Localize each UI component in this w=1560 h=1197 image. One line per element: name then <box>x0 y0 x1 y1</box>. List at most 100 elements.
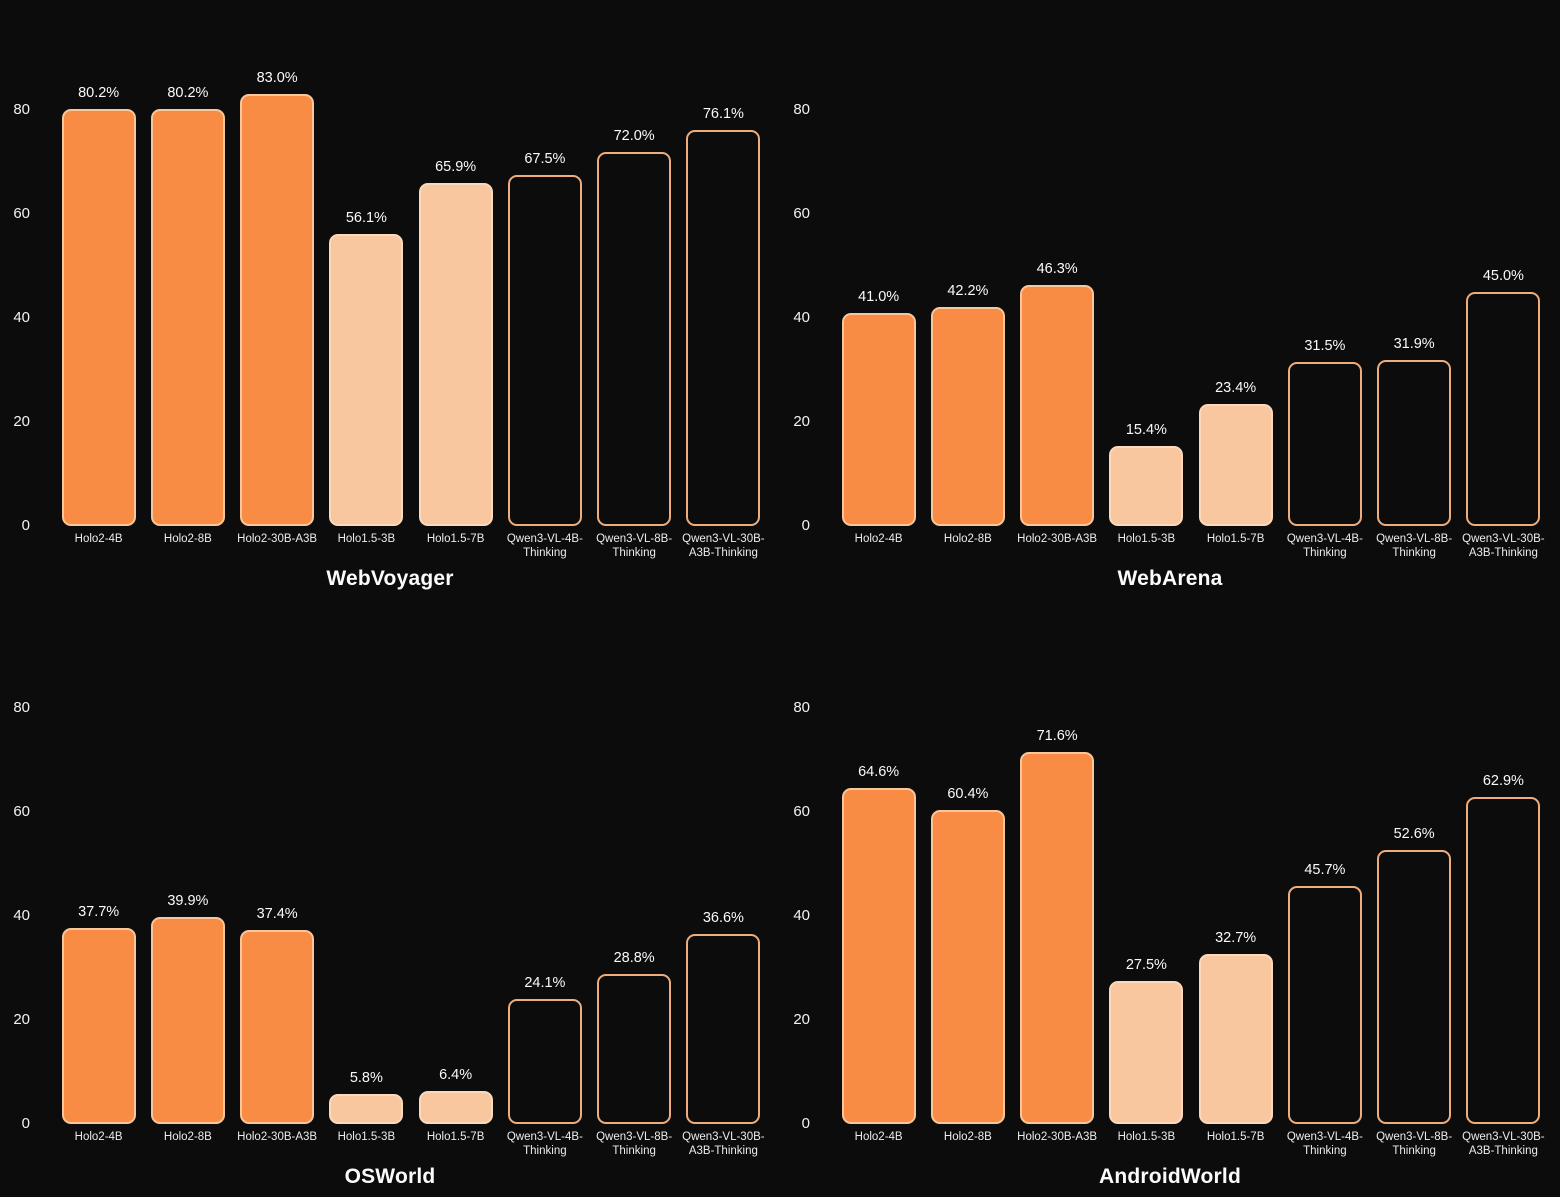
x-axis-labels: Holo2-4B Holo2-8B Holo2-30B-A3B Holo1.5-3B H… <box>54 533 768 560</box>
y-tick-label: 80 <box>13 101 30 118</box>
y-tick-label: 60 <box>13 803 30 820</box>
bar-holo2-30b-a3b <box>240 929 315 1124</box>
bar-value-label: 27.5% <box>1125 957 1167 973</box>
bar-value-label: 32.7% <box>1215 929 1257 946</box>
bar-slot: 32.7% <box>1191 598 1280 1124</box>
x-axis-label: Holo1.5-7B <box>426 533 485 545</box>
bar-holo1-5-7b <box>1198 404 1273 526</box>
y-tick-label: 80 <box>793 699 810 716</box>
bar-slot: 46.3% <box>1013 0 1102 526</box>
chart-title: WebVoyager <box>326 567 454 590</box>
y-tick-label: 40 <box>13 309 30 326</box>
bar-value-label: 62.9% <box>1482 772 1524 789</box>
bar-holo1-5-3b <box>1109 445 1184 526</box>
x-axis-label: Holo1.5-3B <box>1117 533 1176 545</box>
x-axis-label: Holo2-30B-A3B <box>237 1131 318 1143</box>
bar-holo2-8b <box>930 306 1005 526</box>
bar-holo1-5-3b <box>329 1093 404 1124</box>
bar-holo2-4b <box>841 312 916 526</box>
chart-webarena: 0 20 40 60 80 41.0% 42.2% 46.3% 15.4% 23.4% 31.5%… <box>780 0 1560 598</box>
y-tick-label: 0 <box>21 1115 30 1132</box>
y-tick-label: 20 <box>13 413 30 430</box>
bar-value-label: 71.6% <box>1036 727 1078 744</box>
bar-value-label: 80.2% <box>78 84 120 101</box>
x-axis-label: Qwen3-VL-8B- Thinking <box>1376 1131 1453 1157</box>
bar-value-label: 31.9% <box>1393 336 1435 353</box>
bar-value-label: 28.8% <box>613 950 655 967</box>
bar-slot: 60.4% <box>923 598 1012 1124</box>
x-axis-labels: Holo2-4B Holo2-8B Holo2-30B-A3B Holo1.5-3B H… <box>834 533 1548 560</box>
bar-value-label: 37.7% <box>78 903 120 920</box>
y-tick-label: 60 <box>13 205 30 222</box>
bar-slot: 62.9% <box>1459 598 1548 1124</box>
y-tick-label: 20 <box>13 1011 30 1028</box>
chart-osworld: 0 20 40 60 80 37.7% 39.9% 37.4% 5.8% 6.4% 24.1% 28… <box>0 598 780 1197</box>
bar-value-label: 23.4% <box>1215 380 1257 397</box>
x-axis-label: Qwen3-VL-30B- A3B-Thinking <box>682 533 765 559</box>
x-axis-label: Qwen3-VL-4B- Thinking <box>1286 533 1363 559</box>
bar-slot: 45.0% <box>1459 0 1548 526</box>
bar-slot: 5.8% <box>322 598 411 1124</box>
bar-value-label: 80.2% <box>167 84 209 101</box>
bar-value-label: 45.7% <box>1304 862 1346 879</box>
bar-value-label: 65.9% <box>435 159 477 176</box>
x-axis-labels: Holo2-4B Holo2-8B Holo2-30B-A3B Holo1.5-3B H… <box>834 1131 1548 1158</box>
bar-value-label: 56.1% <box>345 210 387 227</box>
bar-slot: 76.1% <box>679 0 768 526</box>
x-axis-label: Holo1.5-7B <box>426 1131 485 1143</box>
bar-slot: 27.5% <box>1102 598 1191 1124</box>
bar-plot: 64.6% 60.4% 71.6% 27.5% 32.7% 45.7% 52.6% 62.9% <box>834 598 1548 1124</box>
y-tick-label: 80 <box>793 101 810 118</box>
bar-holo2-8b <box>150 916 225 1124</box>
y-tick-label: 40 <box>793 907 810 924</box>
bar-holo2-8b <box>930 809 1005 1124</box>
bar-slot: 42.2% <box>923 0 1012 526</box>
bar-value-label: 46.3% <box>1036 261 1078 278</box>
bar-value-label: 52.6% <box>1393 826 1435 843</box>
x-axis-label: Qwen3-VL-30B- A3B-Thinking <box>682 1131 765 1157</box>
bar-value-label: 15.4% <box>1125 421 1167 438</box>
x-axis-label: Qwen3-VL-4B- Thinking <box>506 533 583 559</box>
y-tick-label: 0 <box>801 1115 810 1132</box>
bar-holo1-5-3b <box>1109 981 1184 1124</box>
y-tick-label: 20 <box>793 1011 810 1028</box>
bar-slot: 56.1% <box>322 0 411 526</box>
x-axis-label: Holo2-30B-A3B <box>1017 1131 1098 1143</box>
bar-holo1-5-7b <box>1198 953 1273 1124</box>
bar-holo1-5-3b <box>329 234 404 526</box>
chart-androidworld: 0 20 40 60 80 64.6% 60.4% 71.6% 27.5% 32.7% 45.7%… <box>780 598 1560 1197</box>
bar-slot: 31.9% <box>1370 0 1459 526</box>
bar-slot: 31.5% <box>1280 0 1369 526</box>
bar-slot: 6.4% <box>411 598 500 1124</box>
bar-slot: 52.6% <box>1370 598 1459 1124</box>
y-tick-label: 0 <box>801 517 810 534</box>
x-axis-label: Qwen3-VL-4B- Thinking <box>506 1131 583 1157</box>
y-tick-label: 0 <box>21 517 30 534</box>
x-axis-label: Qwen3-VL-30B- A3B-Thinking <box>1462 1131 1545 1157</box>
bar-value-label: 6.4% <box>439 1066 473 1083</box>
bar-qwen3-vl-30b-a3b-thinking <box>686 130 761 526</box>
x-axis-label: Holo2-30B-A3B <box>1017 533 1098 545</box>
bar-value-label: 60.4% <box>947 785 989 802</box>
bar-qwen3-vl-4b-thinking <box>507 175 582 526</box>
x-axis-label: Holo2-4B <box>854 533 903 545</box>
bar-value-label: 24.1% <box>524 974 566 991</box>
y-tick-label: 60 <box>793 205 810 222</box>
bar-value-label: 5.8% <box>349 1069 383 1086</box>
bar-holo2-30b-a3b <box>1020 751 1095 1124</box>
bar-qwen3-vl-8b-thinking <box>597 974 672 1124</box>
bar-slot: 72.0% <box>590 0 679 526</box>
bar-slot: 37.4% <box>233 598 322 1124</box>
bar-holo2-4b <box>841 788 916 1124</box>
x-axis-label: Holo2-8B <box>943 533 992 545</box>
x-axis-label: Qwen3-VL-8B- Thinking <box>1376 533 1453 559</box>
bar-qwen3-vl-4b-thinking <box>507 998 582 1124</box>
bar-slot: 15.4% <box>1102 0 1191 526</box>
x-axis-label: Qwen3-VL-4B- Thinking <box>1286 1131 1363 1157</box>
bar-qwen3-vl-30b-a3b-thinking <box>686 933 761 1124</box>
x-axis-label: Holo2-8B <box>163 533 212 545</box>
bar-holo2-4b <box>61 927 136 1124</box>
chart-title: OSWorld <box>344 1165 436 1188</box>
bar-slot: 37.7% <box>54 598 143 1124</box>
